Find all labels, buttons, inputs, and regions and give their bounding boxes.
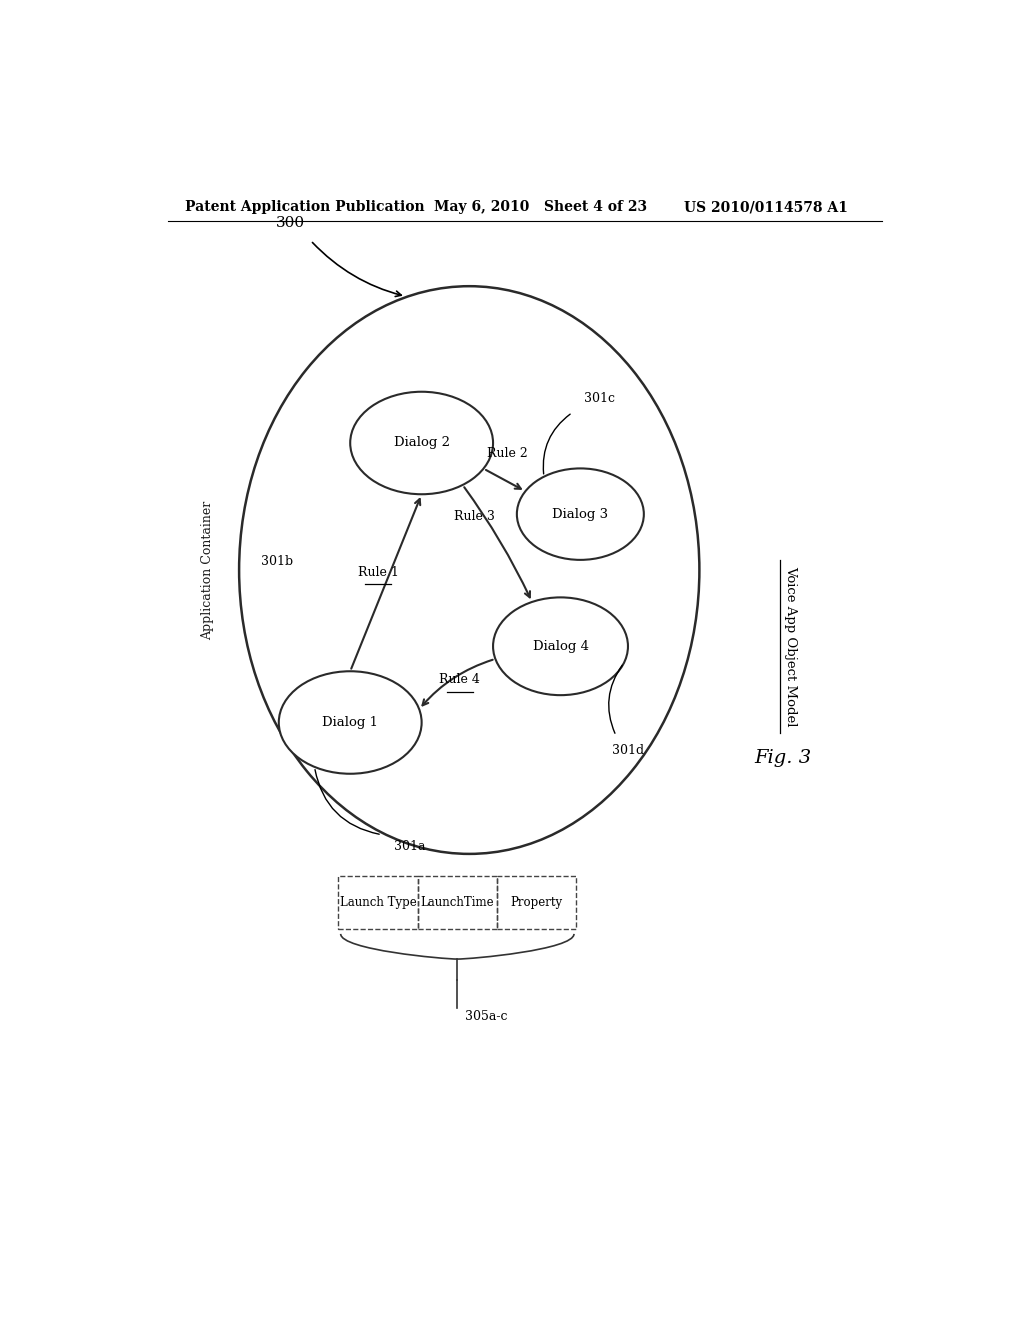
Text: Dialog 2: Dialog 2: [393, 437, 450, 450]
Text: 301b: 301b: [261, 554, 294, 568]
Text: Dialog 3: Dialog 3: [552, 508, 608, 520]
Text: Fig. 3: Fig. 3: [754, 748, 811, 767]
Text: Rule 3: Rule 3: [455, 510, 496, 523]
Ellipse shape: [494, 598, 628, 696]
Ellipse shape: [279, 672, 422, 774]
Text: Rule 1: Rule 1: [357, 565, 398, 578]
Text: Rule 2: Rule 2: [487, 446, 527, 459]
Text: LaunchTime: LaunchTime: [421, 896, 495, 909]
Text: Dialog 4: Dialog 4: [532, 640, 589, 653]
Text: 301c: 301c: [585, 392, 615, 405]
Text: Application Container: Application Container: [201, 500, 214, 640]
Text: 301d: 301d: [612, 744, 644, 758]
Text: May 6, 2010   Sheet 4 of 23: May 6, 2010 Sheet 4 of 23: [433, 201, 647, 214]
Text: 300: 300: [276, 216, 305, 230]
Text: Launch Type: Launch Type: [340, 896, 417, 909]
Text: Dialog 1: Dialog 1: [323, 715, 378, 729]
Text: 305a-c: 305a-c: [465, 1010, 508, 1023]
Text: Patent Application Publication: Patent Application Publication: [185, 201, 425, 214]
Text: US 2010/0114578 A1: US 2010/0114578 A1: [684, 201, 848, 214]
Text: Rule 4: Rule 4: [439, 673, 480, 686]
Text: 301a: 301a: [394, 840, 425, 853]
Ellipse shape: [517, 469, 644, 560]
Ellipse shape: [350, 392, 494, 494]
Text: Voice App Object Model: Voice App Object Model: [784, 566, 797, 726]
Text: Property: Property: [511, 896, 563, 909]
